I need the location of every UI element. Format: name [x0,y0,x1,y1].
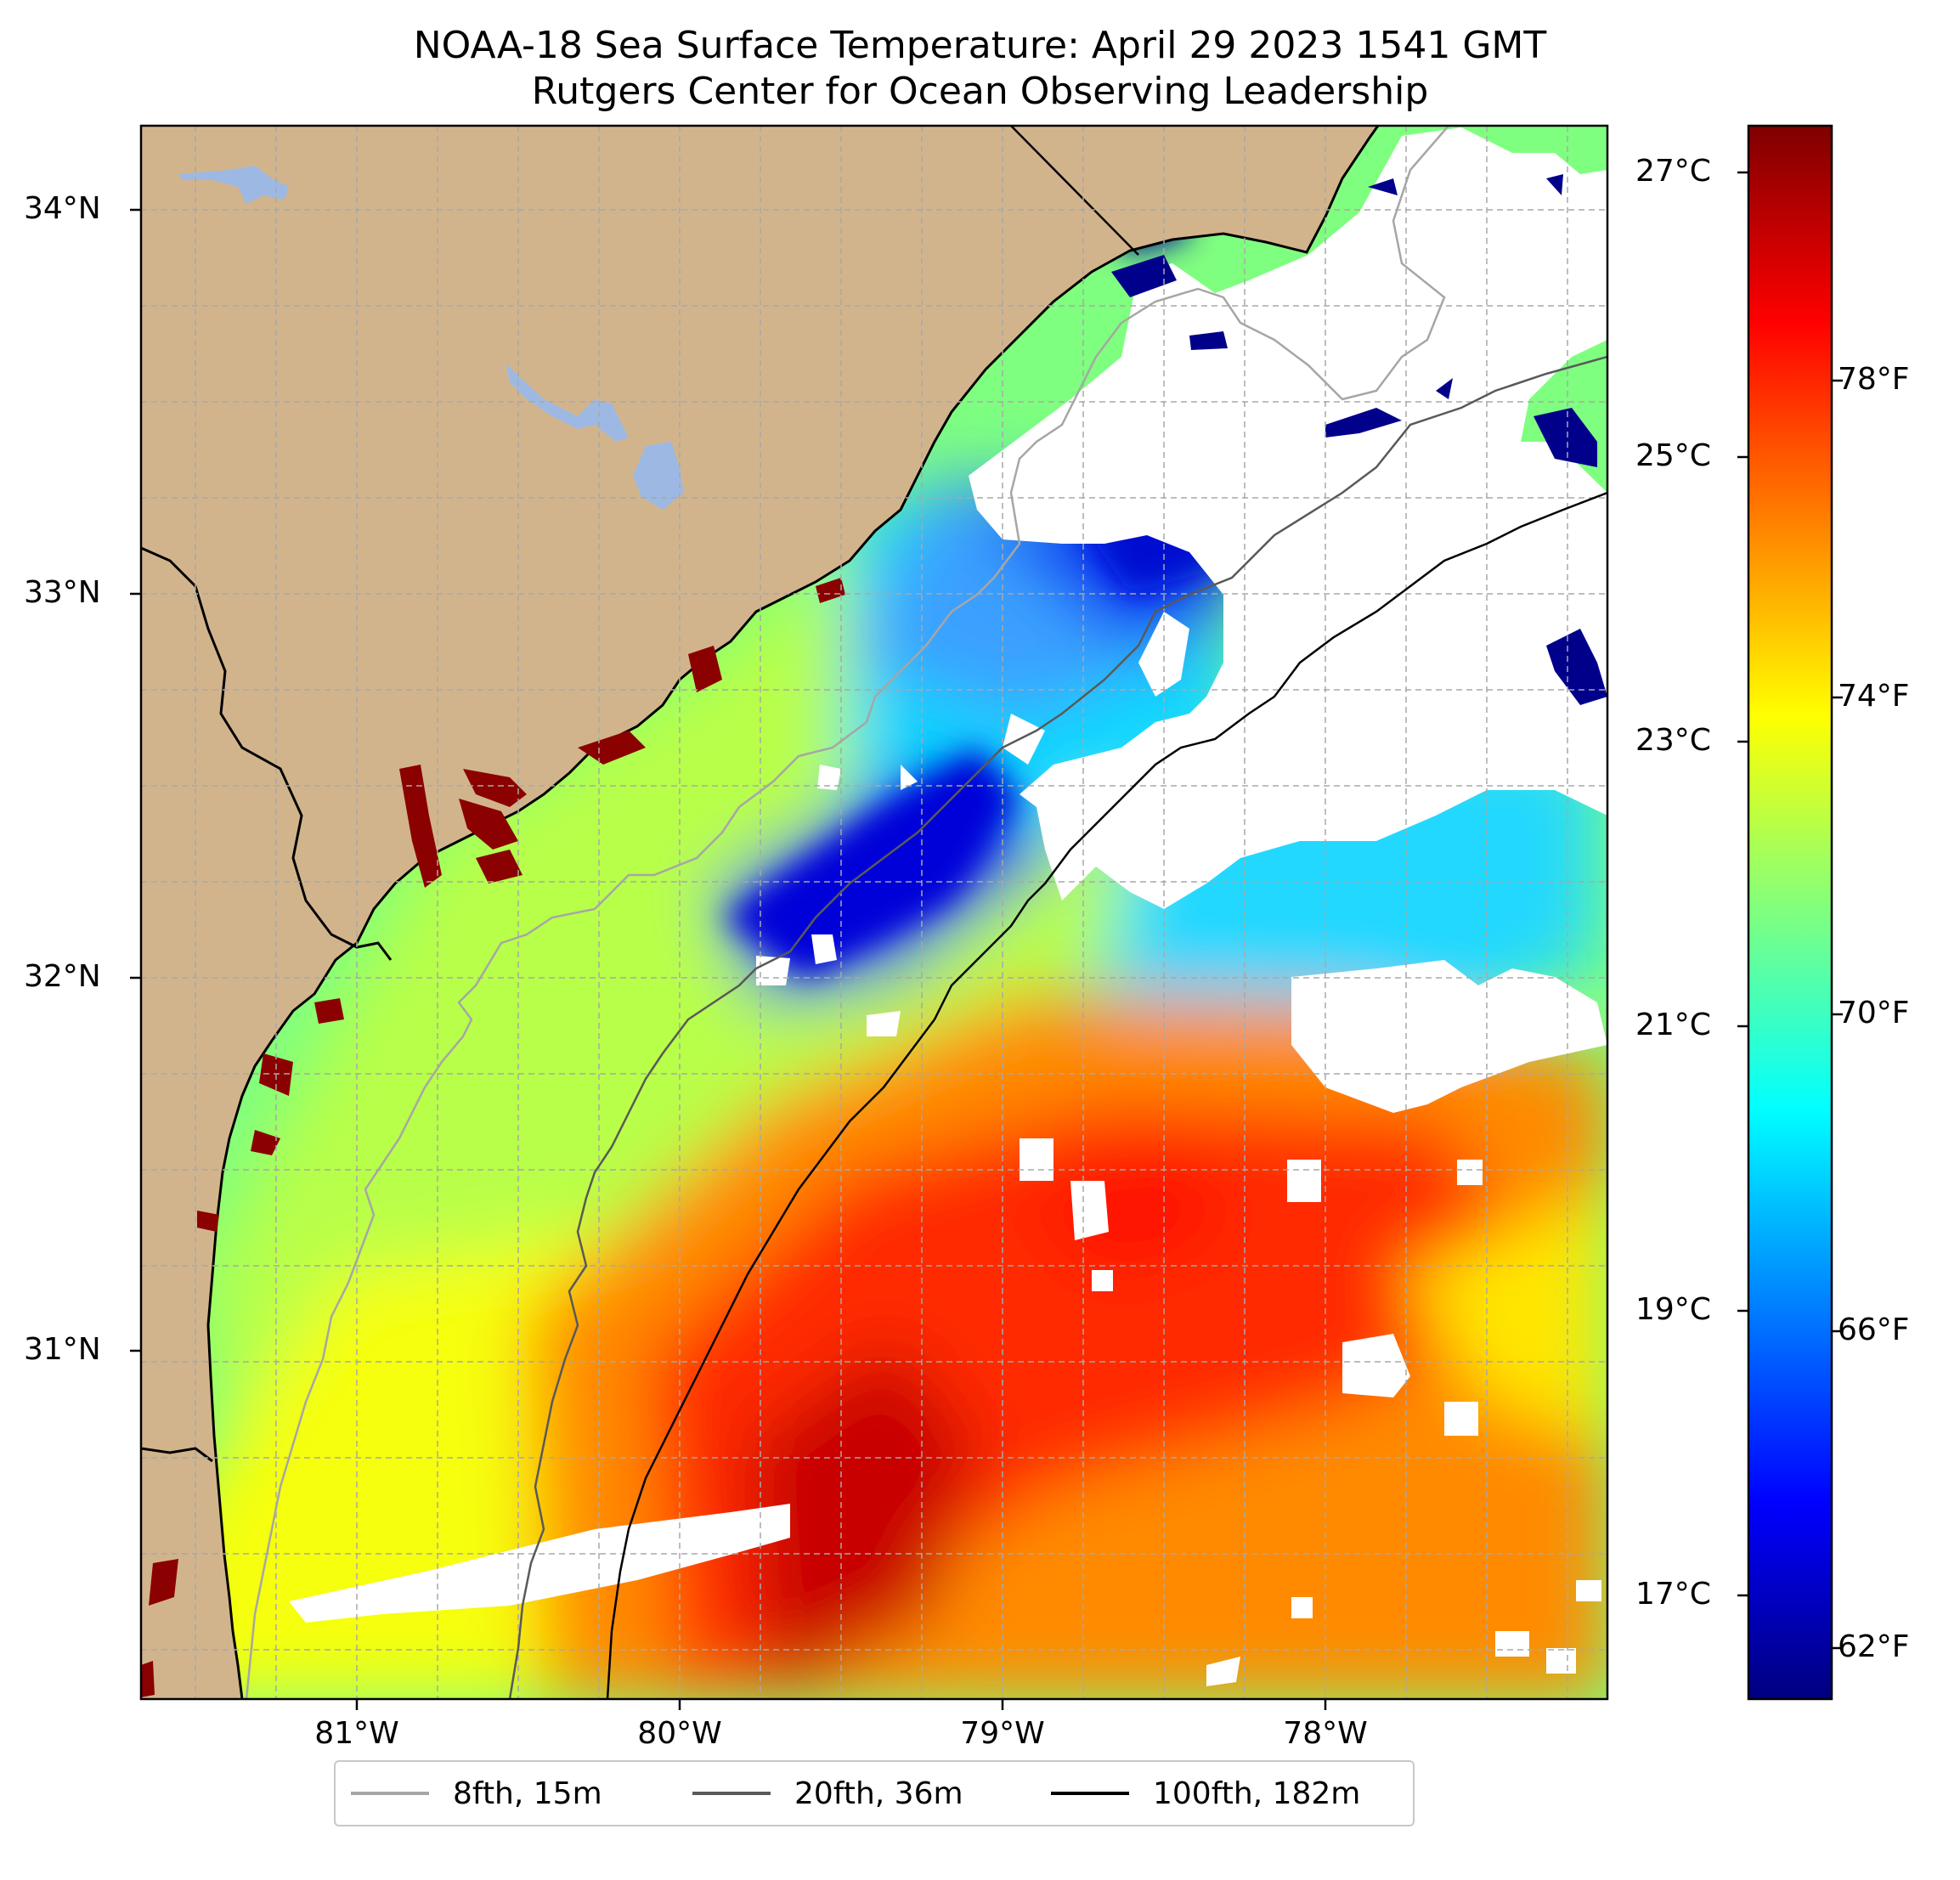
colorbar-label-23c: 23°C [1635,723,1711,758]
latitude-ticks [130,208,141,1352]
legend-label-8fth: 8fth, 15m [453,1776,602,1811]
state-border-nc-sc [1010,126,1139,256]
lake-marion [506,364,629,442]
coastal-marsh-pixels [141,578,845,1697]
contour-8fth [245,126,1449,1699]
colorbar-label-25c: 25°C [1635,438,1711,473]
lake-upper [178,166,289,204]
colorbar-label-66f: 66°F [1838,1313,1910,1347]
colorbar-label-21c: 21°C [1635,1008,1711,1042]
colorbar-label-27c: 27°C [1635,154,1711,189]
state-border-sc-ga [141,546,393,961]
lat-label-33n: 33°N [24,575,101,610]
map-subtitle: Rutgers Center for Ocean Observing Leade… [531,70,1429,113]
map-area [141,126,1607,1699]
colorbar-ticks [1737,171,1843,1650]
contour-legend: 8fth, 15m 20fth, 36m 100fth, 182m [334,1760,1415,1826]
state-border-ga-fl [141,1447,213,1463]
legend-label-20fth: 20fth, 36m [794,1776,963,1811]
colorbar-label-62f: 62°F [1838,1629,1910,1664]
map-title: NOAA-18 Sea Surface Temperature: April 2… [413,24,1547,67]
contour-100fth [606,491,1607,1699]
land-mass [141,126,1378,1699]
map-gridlines [141,126,1607,1699]
colorbar-gradient [1748,126,1832,1699]
lon-label-81w: 81°W [314,1716,399,1751]
colorbar-label-70f: 70°F [1838,996,1910,1030]
lake-moultrie [633,442,684,510]
colorbar-frame [1747,124,1833,1701]
lat-label-32n: 32°N [24,959,101,994]
legend-item-8fth: 8fth, 15m [351,1762,602,1825]
map-frame [139,124,1609,1701]
longitude-ticks [355,1699,1327,1710]
colorbar-label-74f: 74°F [1838,679,1910,714]
lon-label-78w: 78°W [1283,1716,1368,1751]
lat-label-34n: 34°N [24,191,101,226]
cloud-mask [289,127,1607,1686]
lon-label-80w: 80°W [637,1716,722,1751]
legend-line-20fth [692,1792,771,1795]
lat-label-31n: 31°N [24,1332,101,1367]
legend-item-100fth: 100fth, 182m [1051,1762,1360,1825]
legend-line-100fth [1051,1792,1129,1795]
colorbar-label-78f: 78°F [1838,362,1910,397]
legend-label-100fth: 100fth, 182m [1153,1776,1361,1811]
legend-item-20fth: 20fth, 36m [692,1762,963,1825]
cold-patches [1111,174,1607,705]
contour-20fth [508,355,1607,1699]
lon-label-79w: 79°W [960,1716,1045,1751]
colorbar-label-19c: 19°C [1635,1292,1711,1327]
legend-line-8fth [351,1792,429,1795]
colorbar-label-17c: 17°C [1635,1577,1711,1612]
